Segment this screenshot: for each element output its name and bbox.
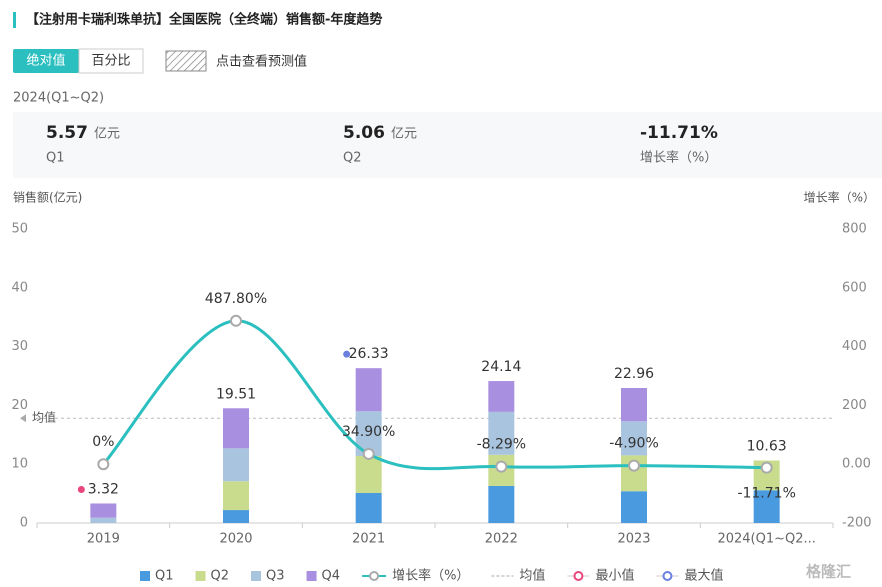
legend-label: Q1 [155,569,174,584]
average-arrow [20,414,26,423]
tab-label[interactable]: 百分比 [91,54,130,69]
stats-panel [13,112,882,178]
bar-segment [488,485,515,523]
growth-point [230,314,242,327]
y-tick-label: 20 [11,398,28,413]
growth-label: 34.90% [342,424,395,440]
y-tick-label: 50 [11,222,28,237]
x-tick-label: 2023 [617,532,650,547]
bar-segment [355,493,382,523]
average-label: 均值 [32,410,56,425]
x-tick-label: 2021 [352,532,385,547]
legend-swatch [369,571,380,581]
bar-segment [223,408,249,449]
bar-segment [488,381,515,412]
max-marker [343,350,351,358]
x-tick-label: 2022 [485,532,518,547]
min-marker [77,485,85,493]
bar-segment [223,481,249,511]
growth-label: -4.90% [609,436,659,452]
legend-swatch [195,571,206,581]
total-label: 3.32 [88,481,119,497]
forecast-icon[interactable] [165,50,207,72]
legend-swatch [251,571,262,581]
y2-tick-label: 600 [842,280,867,295]
bar-segment [355,455,382,494]
bar-segment [621,421,647,456]
bar-segment [621,491,647,523]
growth-point [628,459,640,472]
y2-tick-label: 0.00 [842,457,871,472]
legend-label: Q2 [211,569,230,584]
y-tick-label: 40 [11,280,28,295]
y2-tick-label: 400 [842,339,867,354]
bar-segment [753,490,780,523]
y-tick-label: 10 [11,457,28,472]
title: 【注射用卡瑞利珠单抗】全国医院（全终端）销售额-年度趋势 [26,12,382,28]
bar-segment [621,387,647,422]
x-tick-label: 2024(Q1~Q2... [717,532,815,547]
watermark: 格隆汇 [806,563,851,581]
bar-segment [223,448,249,482]
growth-label: 487.80% [205,291,267,307]
x-tick-label: 2019 [87,532,120,547]
y2-axis-label: 增长率（%） [804,190,875,205]
total-label: 19.51 [216,386,256,402]
y2-tick-label: 200 [842,398,867,413]
total-label: 26.33 [349,346,389,362]
bar-segment [488,411,515,455]
total-label: 10.63 [747,438,787,454]
legend-swatch [140,571,150,581]
growth-line [102,319,767,471]
legend-swatch [573,571,584,581]
tab-label[interactable]: 绝对值 [26,53,65,69]
stat-value: 5.57 [46,123,88,143]
tab[interactable] [13,49,79,73]
bar-segment [90,517,117,523]
legend-label: 最大值 [684,568,723,584]
growth-label: 0% [92,434,114,450]
y-axis-label: 销售额(亿元) [13,190,82,205]
period: 2024(Q1~Q2) [13,91,104,106]
legend-label: Q4 [322,569,341,584]
legend-label: 增长率（%） [392,568,469,584]
forecast-link[interactable]: 点击查看预测值 [216,54,307,70]
growth-point [362,447,375,460]
y-tick-label: 30 [11,339,28,354]
legend-swatch [662,571,673,581]
legend-label: 最小值 [595,568,634,584]
stat-unit: 亿元 [391,127,417,142]
growth-point [760,461,773,474]
legend-label: 均值 [519,568,545,584]
stat-value: -11.71% [640,123,718,143]
growth-label: -8.29% [477,437,527,453]
stat-label: Q1 [46,151,65,166]
growth-label: -11.71% [737,486,795,502]
bar-segment [223,510,249,523]
stat-value: 5.06 [343,123,385,143]
tab[interactable] [78,48,144,74]
total-label: 22.96 [614,366,654,382]
y2-tick-label: 800 [842,222,867,237]
y2-tick-label: -200 [842,516,872,531]
accent [13,12,16,28]
bar-segment [355,368,382,412]
legend-label: Q3 [266,569,285,584]
stat-unit: 亿元 [94,127,120,142]
legend-swatch [306,571,317,581]
y-tick-label: 0 [20,516,28,531]
total-label: 24.14 [481,359,521,375]
stat-label: Q2 [343,151,362,166]
x-tick-label: 2020 [219,532,252,547]
bar-segment [90,503,117,518]
growth-point [97,458,110,471]
growth-point [495,460,508,473]
stat-label: 增长率（%） [640,150,717,166]
